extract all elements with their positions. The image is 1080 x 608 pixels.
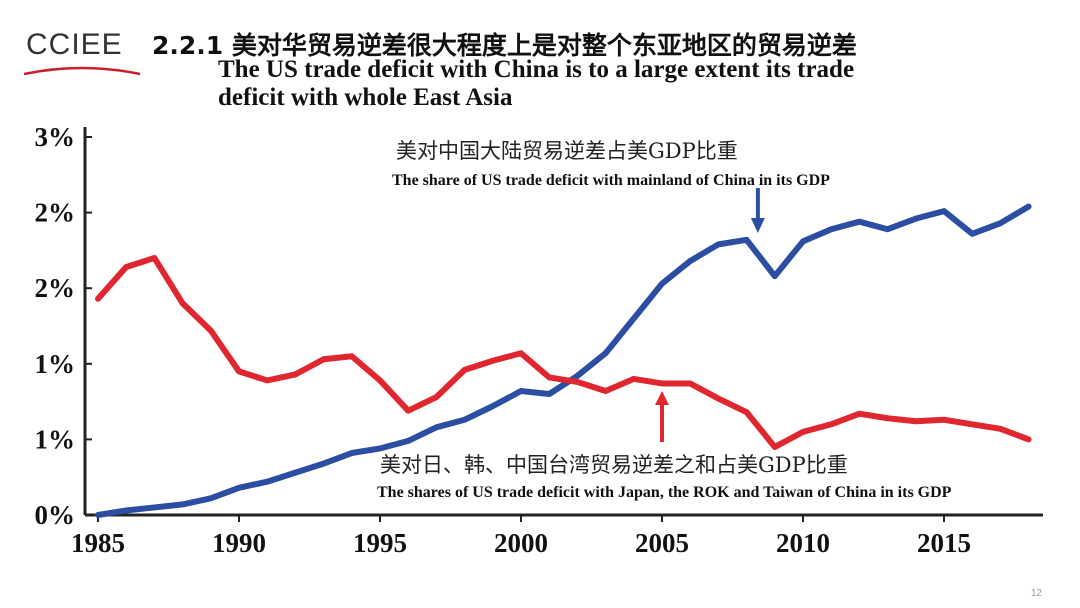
cciee-logo: CCIEE [22,28,142,80]
annotation-blue-cn: 美对中国大陆贸易逆差占美GDP比重 [396,139,738,163]
annotation-red-cn: 美对日、韩、中国台湾贸易逆差之和占美GDP比重 [380,453,848,477]
y-tick-label: 2% [35,198,76,228]
x-tick-label: 2005 [635,528,689,558]
y-tick-label: 1% [35,424,76,454]
x-tick-label: 2010 [776,528,830,558]
title-english-line1: The US trade deficit with China is to a … [218,56,855,83]
page-number: 12 [1030,588,1042,599]
arrowhead-up-icon [655,391,669,405]
title-chinese: 2.2.1 美对华贸易逆差很大程度上是对整个东亚地区的贸易逆差 [152,31,857,60]
annotation-red-en: The shares of US trade deficit with Japa… [377,484,952,501]
logo-text: CCIEE [26,28,123,61]
y-tick-label: 1% [35,349,76,379]
series-line-0 [95,203,1032,518]
x-tick-label: 1995 [353,528,407,558]
arrowhead-down-icon [750,218,765,233]
y-tick-label: 0% [35,500,76,530]
logo-swoosh [23,66,141,76]
x-tick-label: 1990 [212,528,266,558]
y-tick-label: 2% [35,273,76,303]
series-line-1 [95,254,1032,450]
title-english-line2: deficit with whole East Asia [218,84,513,111]
annotation-blue-en: The share of US trade deficit with mainl… [392,172,830,189]
x-tick-label: 1985 [71,528,125,558]
x-tick-label: 2015 [917,528,971,558]
x-tick-label: 2000 [494,528,548,558]
y-tick-label: 3% [35,122,76,152]
